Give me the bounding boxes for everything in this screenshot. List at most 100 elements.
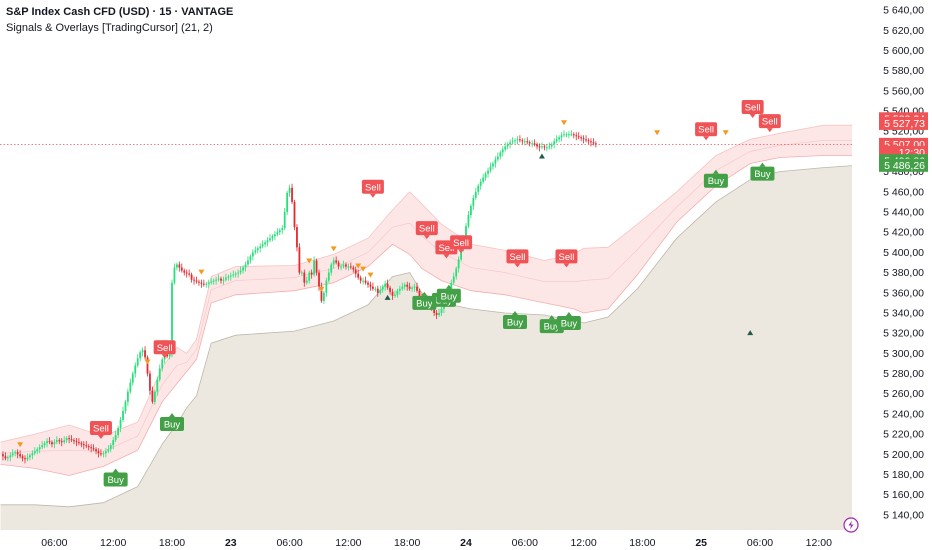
- buy-signal-tag[interactable]: Buy: [160, 413, 184, 431]
- candle-body[interactable]: [225, 277, 227, 280]
- candle-body[interactable]: [416, 286, 418, 291]
- candle-body[interactable]: [171, 282, 173, 354]
- candle-body[interactable]: [46, 441, 48, 444]
- candle-body[interactable]: [467, 215, 470, 227]
- candle-body[interactable]: [2, 454, 4, 457]
- candle-body[interactable]: [149, 373, 151, 391]
- candle-body[interactable]: [376, 288, 379, 293]
- sell-signal-tag[interactable]: Sell: [89, 421, 112, 440]
- candle-body[interactable]: [396, 290, 399, 295]
- candle-body[interactable]: [563, 134, 565, 136]
- candle-body[interactable]: [411, 287, 413, 289]
- candle-body[interactable]: [541, 146, 543, 148]
- candle-body[interactable]: [367, 282, 369, 285]
- sell-signal-tag[interactable]: Sell: [153, 340, 176, 359]
- candle-body[interactable]: [347, 266, 350, 268]
- sell-signal-tag[interactable]: Sell: [506, 249, 529, 268]
- candle-body[interactable]: [153, 391, 156, 402]
- candle-body[interactable]: [117, 428, 119, 436]
- candle-body[interactable]: [577, 136, 580, 138]
- candle-body[interactable]: [53, 442, 56, 445]
- candle-body[interactable]: [249, 256, 252, 261]
- candle-body[interactable]: [394, 294, 396, 296]
- buy-signal-tag[interactable]: Buy: [103, 468, 128, 487]
- candle-body[interactable]: [501, 149, 504, 153]
- candle-body[interactable]: [558, 137, 560, 140]
- candle-body[interactable]: [582, 138, 585, 140]
- candle-body[interactable]: [357, 273, 360, 278]
- candle-body[interactable]: [141, 350, 144, 353]
- candle-body[interactable]: [528, 142, 531, 144]
- candle-body[interactable]: [234, 273, 237, 275]
- candle-body[interactable]: [21, 456, 24, 459]
- candle-body[interactable]: [438, 312, 440, 315]
- candle-body[interactable]: [335, 260, 338, 263]
- candle-body[interactable]: [587, 140, 590, 142]
- candle-body[interactable]: [300, 272, 303, 274]
- candle-body[interactable]: [538, 146, 541, 148]
- sell-signal-tag[interactable]: Sell: [361, 179, 384, 198]
- candle-body[interactable]: [239, 270, 242, 273]
- buy-signal-tag[interactable]: Buy: [750, 162, 775, 181]
- candle-body[interactable]: [9, 455, 12, 458]
- candle-body[interactable]: [523, 141, 526, 143]
- price-scale[interactable]: [852, 0, 932, 550]
- candle-body[interactable]: [452, 276, 455, 283]
- candle-body[interactable]: [398, 288, 401, 291]
- buy-signal-tag[interactable]: Buy: [703, 169, 728, 188]
- candle-body[interactable]: [274, 234, 276, 237]
- candle-body[interactable]: [100, 453, 102, 455]
- candle-body[interactable]: [332, 260, 335, 265]
- candle-body[interactable]: [372, 286, 374, 289]
- candle-body[interactable]: [109, 445, 112, 450]
- candle-body[interactable]: [259, 246, 262, 249]
- candle-body[interactable]: [310, 272, 313, 275]
- candle-body[interactable]: [401, 286, 404, 289]
- candle-body[interactable]: [345, 264, 347, 267]
- candle-body[interactable]: [364, 280, 367, 283]
- candle-body[interactable]: [286, 192, 289, 212]
- candle-body[interactable]: [580, 137, 583, 139]
- candle-body[interactable]: [90, 447, 93, 449]
- candle-body[interactable]: [127, 391, 129, 402]
- sell-signal-tag[interactable]: Sell: [695, 122, 718, 141]
- candle-body[interactable]: [129, 382, 132, 392]
- candle-body[interactable]: [560, 135, 563, 138]
- candle-body[interactable]: [384, 283, 387, 287]
- candle-body[interactable]: [195, 280, 198, 282]
- candle-body[interactable]: [470, 205, 472, 216]
- candle-body[interactable]: [247, 260, 249, 265]
- candle-body[interactable]: [70, 439, 73, 441]
- candle-body[interactable]: [455, 268, 458, 277]
- candle-body[interactable]: [379, 289, 382, 293]
- candle-body[interactable]: [568, 134, 570, 136]
- candle-body[interactable]: [210, 281, 213, 283]
- candle-body[interactable]: [349, 266, 352, 268]
- candle-body[interactable]: [313, 260, 315, 275]
- candle-body[interactable]: [65, 438, 68, 441]
- candle-body[interactable]: [222, 279, 225, 281]
- candle-body[interactable]: [494, 159, 497, 164]
- candle-body[interactable]: [440, 308, 443, 313]
- candle-body[interactable]: [457, 259, 460, 269]
- candle-body[interactable]: [217, 278, 220, 280]
- candle-body[interactable]: [516, 139, 519, 141]
- candle-body[interactable]: [68, 438, 70, 440]
- candle-body[interactable]: [509, 142, 511, 145]
- candle-body[interactable]: [572, 134, 575, 136]
- candle-body[interactable]: [342, 264, 345, 267]
- candle-body[interactable]: [521, 140, 524, 142]
- candle-body[interactable]: [134, 365, 137, 374]
- candle-body[interactable]: [283, 212, 286, 229]
- indicator-title[interactable]: Signals & Overlays [TradingCursor] (21, …: [6, 22, 213, 34]
- lightning-icon[interactable]: [848, 520, 854, 530]
- candle-body[interactable]: [531, 143, 534, 145]
- candle-body[interactable]: [492, 163, 494, 167]
- candle-body[interactable]: [75, 441, 78, 443]
- candle-body[interactable]: [178, 264, 181, 268]
- candle-body[interactable]: [514, 140, 516, 142]
- candle-body[interactable]: [450, 282, 453, 289]
- candle-body[interactable]: [359, 277, 362, 281]
- candle-body[interactable]: [548, 146, 551, 148]
- candle-body[interactable]: [435, 312, 438, 315]
